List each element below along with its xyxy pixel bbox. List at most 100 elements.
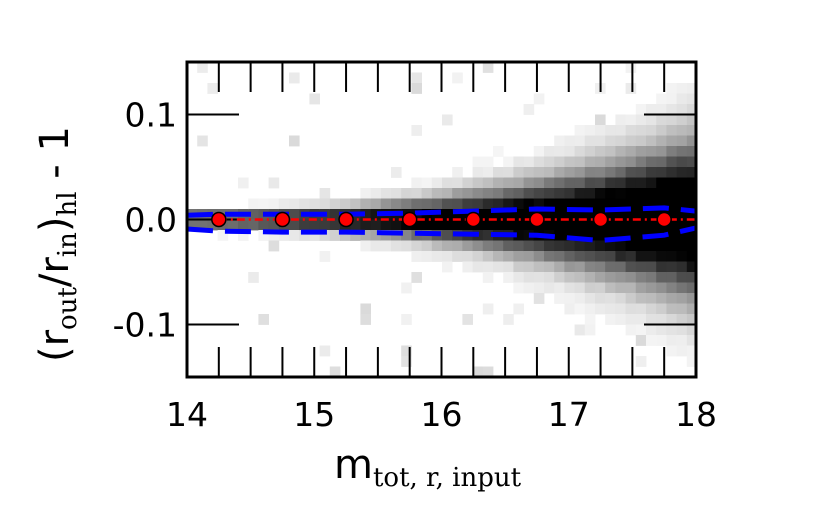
heatmap-cell bbox=[635, 261, 647, 273]
heatmap-cell bbox=[666, 156, 677, 168]
heatmap-cell bbox=[411, 219, 422, 231]
heatmap-cell bbox=[493, 188, 504, 199]
heatmap-cell bbox=[656, 272, 667, 283]
heatmap-cell bbox=[299, 198, 310, 210]
heatmap-cell bbox=[452, 240, 463, 252]
heatmap-cell bbox=[503, 156, 514, 168]
heatmap-cell bbox=[615, 188, 626, 199]
heatmap-cell bbox=[625, 146, 637, 157]
heatmap-cell bbox=[676, 209, 688, 220]
heatmap-cell bbox=[635, 198, 647, 210]
heatmap-cell bbox=[635, 303, 647, 315]
heatmap-cell bbox=[615, 177, 626, 189]
heatmap-cell bbox=[605, 261, 616, 273]
heatmap-cell bbox=[656, 177, 667, 189]
heatmap-cell bbox=[503, 272, 514, 283]
heatmap-cell bbox=[676, 230, 688, 241]
heatmap-cell bbox=[574, 219, 586, 231]
heatmap-cell bbox=[533, 240, 545, 252]
heatmap-cell bbox=[452, 167, 463, 178]
heatmap-cell bbox=[574, 272, 586, 283]
heatmap-cell bbox=[646, 314, 657, 325]
heatmap-cell bbox=[278, 230, 290, 241]
heatmap-cell bbox=[625, 198, 637, 210]
heatmap-cell bbox=[686, 83, 698, 94]
heatmap-cell bbox=[268, 198, 280, 210]
heatmap-cell bbox=[289, 198, 300, 210]
heatmap-cell bbox=[401, 356, 412, 367]
heatmap-cell bbox=[513, 219, 524, 231]
heatmap-cell bbox=[482, 261, 494, 273]
heatmap-cell bbox=[482, 62, 494, 73]
heatmap-cell bbox=[482, 167, 494, 178]
heatmap-cell bbox=[676, 335, 688, 346]
heatmap-cell bbox=[615, 272, 626, 283]
heatmap-cell bbox=[278, 198, 290, 210]
heatmap-cell bbox=[584, 261, 596, 273]
heatmap-cell bbox=[615, 125, 626, 136]
heatmap-cell bbox=[595, 188, 606, 199]
heatmap-cell bbox=[595, 272, 606, 283]
heatmap-cell bbox=[554, 272, 565, 283]
heatmap-cell bbox=[666, 198, 677, 210]
heatmap-cell bbox=[472, 177, 484, 189]
heatmap-cell bbox=[584, 303, 596, 315]
heatmap-cell bbox=[646, 335, 657, 346]
heatmap-cell bbox=[574, 230, 586, 241]
y-axis-label-slash: /r bbox=[32, 257, 78, 287]
heatmap-cell bbox=[635, 104, 647, 115]
heatmap-cell bbox=[686, 125, 698, 136]
heatmap-cell bbox=[646, 272, 657, 283]
heatmap-cell bbox=[442, 251, 453, 262]
heatmap-cell bbox=[595, 146, 606, 157]
y-axis-label-sub-in: in bbox=[53, 232, 83, 257]
heatmap-cell bbox=[329, 366, 341, 378]
heatmap-cell bbox=[595, 261, 606, 273]
heatmap-cell bbox=[503, 167, 514, 178]
heatmap-cell bbox=[615, 146, 626, 157]
heatmap-cell bbox=[595, 282, 606, 294]
heatmap-cell bbox=[564, 272, 575, 283]
heatmap-cell bbox=[646, 198, 657, 210]
heatmap-cell bbox=[289, 219, 300, 231]
heatmap-cell bbox=[564, 177, 575, 189]
heatmap-cell bbox=[595, 177, 606, 189]
heatmap-cell bbox=[584, 167, 596, 178]
heatmap-cell bbox=[584, 198, 596, 210]
heatmap-cell bbox=[523, 219, 535, 231]
heatmap-cell bbox=[646, 209, 657, 220]
heatmap-cell bbox=[319, 345, 331, 357]
heatmap-cell bbox=[686, 335, 698, 346]
heatmap-cell bbox=[676, 272, 688, 283]
heatmap-cell bbox=[544, 198, 555, 210]
heatmap-cell bbox=[676, 251, 688, 262]
heatmap-cell bbox=[666, 345, 677, 357]
heatmap-cell bbox=[248, 272, 259, 283]
heatmap-cell bbox=[503, 314, 514, 325]
heatmap-cell bbox=[574, 240, 586, 252]
heatmap-cell bbox=[482, 219, 494, 231]
heatmap-cell bbox=[584, 324, 596, 336]
x-tick-label: 16 bbox=[421, 395, 463, 434]
heatmap-cell bbox=[401, 240, 412, 252]
heatmap-cell bbox=[452, 209, 463, 220]
heatmap-cell bbox=[656, 335, 667, 346]
x-axis-label-sub: tot, r, input bbox=[373, 463, 522, 493]
heatmap-cell bbox=[452, 188, 463, 199]
heatmap-cell bbox=[533, 293, 545, 304]
heatmap-cell bbox=[635, 146, 647, 157]
heatmap-cell bbox=[493, 146, 504, 157]
heatmap-cell bbox=[686, 167, 698, 178]
heatmap-cell bbox=[482, 230, 494, 241]
heatmap-cell bbox=[380, 230, 392, 241]
tick-labels: 14 15 16 17 18 -0.1 0.0 0.1 bbox=[113, 96, 717, 435]
heatmap-cell bbox=[340, 198, 351, 210]
heatmap-cell bbox=[686, 293, 698, 304]
heatmap-cell bbox=[686, 251, 698, 262]
heatmap-cell bbox=[676, 314, 688, 325]
heatmap-cell bbox=[370, 198, 382, 210]
heatmap-cell bbox=[554, 230, 565, 241]
heatmap-cell bbox=[574, 251, 586, 262]
heatmap-cell bbox=[605, 198, 616, 210]
y-tick-label: 0.1 bbox=[125, 96, 177, 135]
